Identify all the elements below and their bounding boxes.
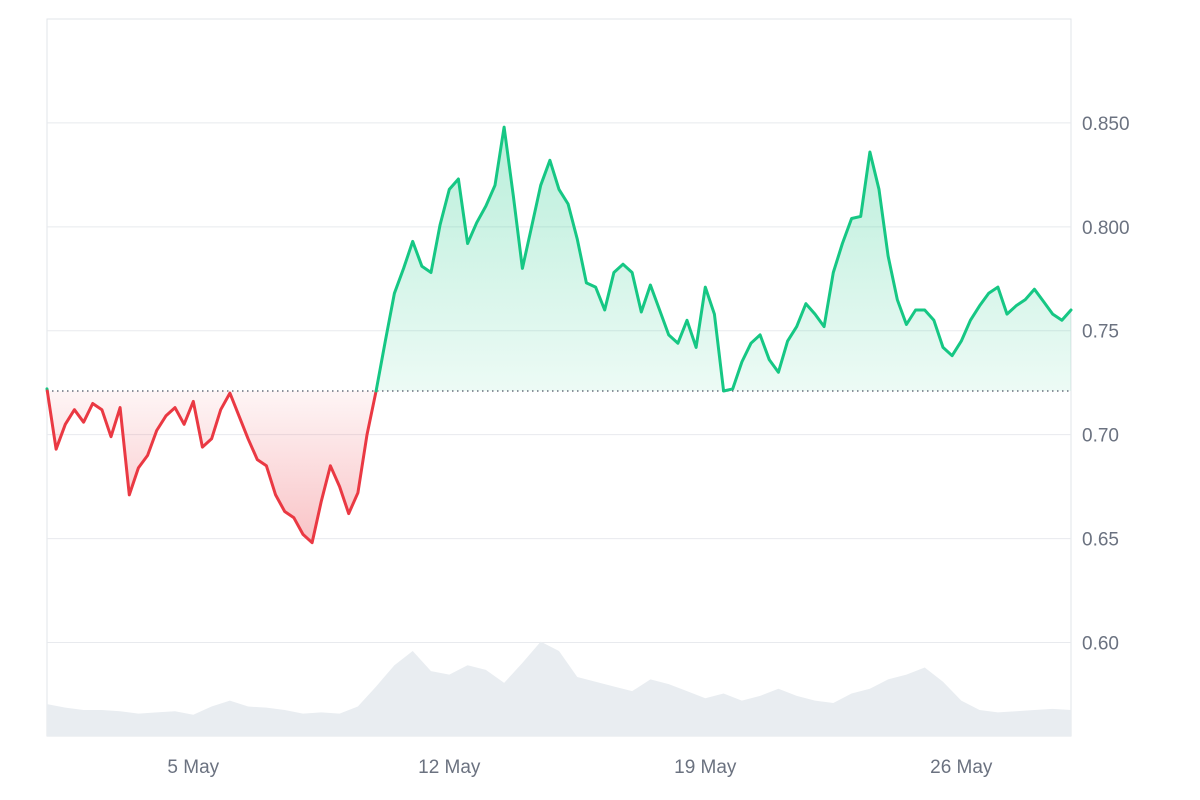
y-tick-label: 0.75	[1082, 322, 1119, 343]
y-tick-label: 0.850	[1082, 114, 1130, 135]
y-tick-label: 0.800	[1082, 218, 1130, 239]
price-fill-down-1	[47, 391, 377, 543]
y-tick-label: 0.65	[1082, 530, 1119, 551]
x-tick-label: 26 May	[930, 757, 993, 778]
price-line-group	[45, 125, 1073, 545]
y-tick-label: 0.60	[1082, 633, 1119, 654]
x-tick-label: 12 May	[418, 757, 481, 778]
x-tick-label: 19 May	[674, 757, 737, 778]
price-fill-up-2	[376, 127, 1072, 392]
price-line-down-1	[45, 389, 378, 545]
x-tick-label: 5 May	[167, 757, 219, 778]
volume-area	[47, 641, 1071, 736]
y-tick-label: 0.70	[1082, 426, 1119, 447]
volume-area-group	[47, 641, 1071, 736]
price-line-up-2	[374, 125, 1073, 393]
